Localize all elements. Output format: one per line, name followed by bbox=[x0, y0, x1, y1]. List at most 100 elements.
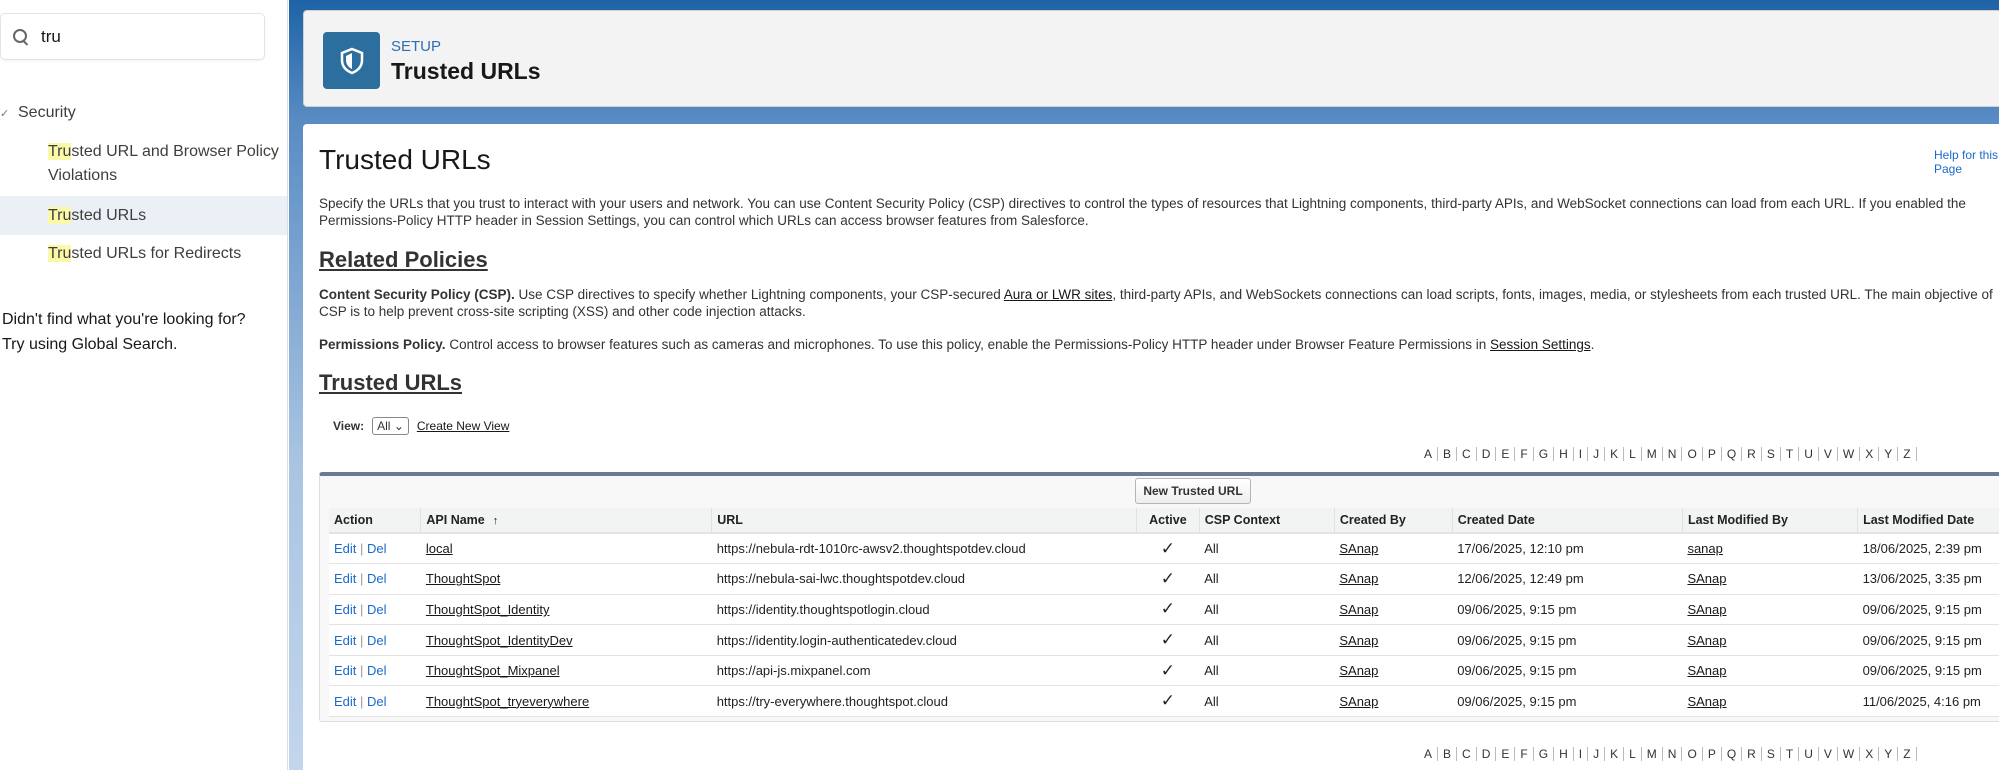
alphabet-letter[interactable]: H bbox=[1554, 747, 1574, 761]
delete-link[interactable]: Del bbox=[367, 541, 387, 557]
alphabet-letter[interactable]: H bbox=[1554, 447, 1574, 461]
edit-link[interactable]: Edit bbox=[334, 693, 357, 709]
alphabet-letter[interactable]: G bbox=[1534, 747, 1555, 761]
alphabet-letter[interactable]: K bbox=[1605, 447, 1625, 461]
alphabet-letter[interactable]: A bbox=[1419, 447, 1439, 461]
alphabet-letter[interactable]: X bbox=[1860, 747, 1880, 761]
alphabet-letter[interactable]: C bbox=[1457, 447, 1477, 461]
created-by-link[interactable]: SAnap bbox=[1339, 632, 1379, 648]
help-link[interactable]: Help for this Page bbox=[1934, 148, 1999, 176]
session-settings-link[interactable]: Session Settings bbox=[1490, 337, 1591, 352]
aura-lwr-sites-link[interactable]: Aura or LWR sites bbox=[1003, 287, 1113, 302]
alphabet-letter[interactable]: T bbox=[1781, 747, 1800, 761]
alphabet-letter[interactable]: D bbox=[1477, 747, 1497, 761]
modified-by-link[interactable]: SAnap bbox=[1687, 571, 1727, 587]
alphabet-letter[interactable]: L bbox=[1624, 447, 1642, 461]
column-header[interactable]: Action bbox=[329, 508, 421, 534]
column-header[interactable]: Created Date bbox=[1451, 508, 1683, 534]
alphabet-letter[interactable]: I bbox=[1574, 747, 1589, 761]
column-header[interactable]: Active bbox=[1136, 508, 1200, 534]
alphabet-letter[interactable]: S bbox=[1762, 447, 1781, 461]
alphabet-letter[interactable]: J bbox=[1588, 747, 1606, 761]
alphabet-letter[interactable]: F bbox=[1515, 747, 1534, 761]
alphabet-letter[interactable]: A bbox=[1419, 747, 1439, 761]
alphabet-letter[interactable]: B bbox=[1438, 447, 1458, 461]
alphabet-letter[interactable]: F bbox=[1515, 447, 1534, 461]
delete-link[interactable]: Del bbox=[367, 571, 387, 587]
new-trusted-url-button[interactable]: New Trusted URL bbox=[1135, 478, 1251, 504]
alphabet-letter[interactable]: D bbox=[1477, 447, 1497, 461]
alphabet-letter[interactable]: L bbox=[1624, 747, 1642, 761]
alphabet-letter[interactable]: Z bbox=[1898, 447, 1917, 461]
alphabet-letter[interactable]: X bbox=[1860, 447, 1880, 461]
delete-link[interactable]: Del bbox=[367, 693, 387, 709]
alphabet-letter[interactable]: B bbox=[1438, 747, 1458, 761]
created-by-link[interactable]: SAnap bbox=[1339, 571, 1379, 587]
column-header[interactable]: API Name ↑ bbox=[420, 508, 712, 534]
created-by-link[interactable]: SAnap bbox=[1339, 541, 1379, 557]
created-by-link[interactable]: SAnap bbox=[1339, 693, 1379, 709]
sidebar-section-security[interactable]: ✓ Security bbox=[0, 104, 76, 122]
column-header[interactable]: CSP Context bbox=[1198, 508, 1335, 534]
alphabet-letter[interactable]: J bbox=[1588, 447, 1606, 461]
alphabet-letter[interactable]: G bbox=[1534, 447, 1555, 461]
modified-by-link[interactable]: SAnap bbox=[1687, 632, 1727, 648]
alphabet-letter[interactable]: R bbox=[1742, 747, 1762, 761]
column-header[interactable]: Created By bbox=[1333, 508, 1453, 534]
alphabet-letter[interactable]: E bbox=[1496, 747, 1516, 761]
edit-link[interactable]: Edit bbox=[334, 541, 357, 557]
edit-link[interactable]: Edit bbox=[334, 601, 357, 617]
alphabet-letter[interactable]: P bbox=[1703, 447, 1722, 461]
alphabet-letter[interactable]: Z bbox=[1898, 747, 1917, 761]
alphabet-letter[interactable]: Y bbox=[1879, 747, 1899, 761]
edit-link[interactable]: Edit bbox=[334, 663, 357, 679]
alphabet-letter[interactable]: I bbox=[1574, 447, 1589, 461]
alphabet-letter[interactable]: W bbox=[1838, 747, 1861, 761]
api-name-link[interactable]: ThoughtSpot_Identity bbox=[425, 601, 550, 617]
alphabet-letter[interactable]: N bbox=[1663, 747, 1683, 761]
sidebar-item-browser-policy-violations[interactable]: Trusted URL and Browser Policy Violation… bbox=[0, 140, 287, 188]
alphabet-letter[interactable]: E bbox=[1496, 447, 1516, 461]
alphabet-letter[interactable]: Y bbox=[1879, 447, 1899, 461]
delete-link[interactable]: Del bbox=[367, 601, 387, 617]
alphabet-letter[interactable]: V bbox=[1819, 747, 1838, 761]
api-name-link[interactable]: ThoughtSpot_IdentityDev bbox=[425, 632, 573, 648]
delete-link[interactable]: Del bbox=[367, 632, 387, 648]
alphabet-letter[interactable]: M bbox=[1642, 447, 1663, 461]
alphabet-letter[interactable]: W bbox=[1838, 447, 1861, 461]
alphabet-letter[interactable]: K bbox=[1605, 747, 1625, 761]
created-by-link[interactable]: SAnap bbox=[1339, 601, 1379, 617]
sidebar-item-trusted-urls[interactable]: Trusted URLs bbox=[0, 196, 287, 235]
alphabet-letter[interactable]: Q bbox=[1722, 747, 1743, 761]
sidebar-item-trusted-urls-redirects[interactable]: Trusted URLs for Redirects bbox=[0, 242, 287, 266]
quick-find-input[interactable]: tru bbox=[0, 13, 265, 60]
api-name-link[interactable]: ThoughtSpot bbox=[425, 571, 501, 587]
alphabet-letter[interactable]: O bbox=[1682, 447, 1703, 461]
api-name-link[interactable]: local bbox=[425, 541, 453, 557]
column-header[interactable]: URL bbox=[711, 508, 1137, 534]
alphabet-letter[interactable]: C bbox=[1457, 747, 1477, 761]
edit-link[interactable]: Edit bbox=[334, 632, 357, 648]
alphabet-letter[interactable]: N bbox=[1663, 447, 1683, 461]
alphabet-letter[interactable]: V bbox=[1819, 447, 1838, 461]
api-name-link[interactable]: ThoughtSpot_tryeverywhere bbox=[425, 693, 590, 709]
view-select[interactable]: All ⌄ bbox=[372, 417, 409, 435]
alphabet-letter[interactable]: T bbox=[1781, 447, 1800, 461]
column-header[interactable]: Last Modified By bbox=[1681, 508, 1858, 534]
modified-by-link[interactable]: SAnap bbox=[1687, 663, 1727, 679]
modified-by-link[interactable]: SAnap bbox=[1687, 601, 1727, 617]
alphabet-letter[interactable]: U bbox=[1799, 747, 1819, 761]
column-header[interactable]: Last Modified Date bbox=[1857, 508, 1999, 534]
alphabet-letter[interactable]: Q bbox=[1722, 447, 1743, 461]
delete-link[interactable]: Del bbox=[367, 663, 387, 679]
alphabet-letter[interactable]: M bbox=[1642, 747, 1663, 761]
create-new-view-link[interactable]: Create New View bbox=[416, 419, 510, 433]
modified-by-link[interactable]: sanap bbox=[1687, 541, 1723, 557]
edit-link[interactable]: Edit bbox=[334, 571, 357, 587]
alphabet-letter[interactable]: U bbox=[1799, 447, 1819, 461]
alphabet-letter[interactable]: S bbox=[1762, 747, 1781, 761]
alphabet-letter[interactable]: O bbox=[1682, 747, 1703, 761]
alphabet-letter[interactable]: R bbox=[1742, 447, 1762, 461]
modified-by-link[interactable]: SAnap bbox=[1687, 693, 1727, 709]
alphabet-letter[interactable]: P bbox=[1703, 747, 1722, 761]
